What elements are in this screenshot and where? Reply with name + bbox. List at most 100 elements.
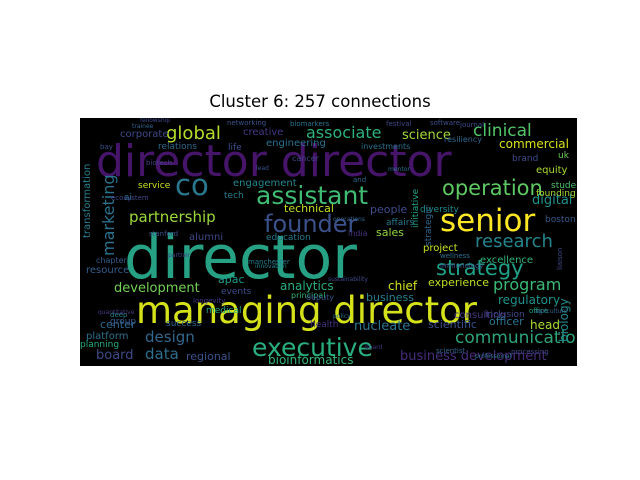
word-wellness: wellness: [440, 252, 470, 260]
word-diversity: diversity: [420, 205, 459, 215]
word-excellence: excellence: [480, 255, 533, 266]
word-science: science: [402, 128, 451, 143]
word-ai: ai: [124, 193, 132, 203]
word-officer: officer: [489, 315, 524, 328]
word-deep: deep: [110, 311, 128, 319]
word-senior: senior: [440, 203, 535, 239]
word-marketing: marketing: [99, 174, 118, 256]
word-health: health: [310, 320, 339, 330]
word-global: global: [166, 123, 221, 144]
word-biomarkers: biomarkers: [290, 120, 330, 128]
word-bay: bay: [100, 143, 113, 151]
word-innovation: innovation: [255, 263, 287, 270]
word-clinical: clinical: [473, 121, 532, 141]
word-principal: principal: [291, 291, 325, 300]
word-engagement: engagement: [233, 178, 297, 189]
word-head: head: [530, 318, 560, 332]
word-india: india: [348, 229, 368, 238]
word-equity: equity: [536, 165, 568, 176]
word-manchester: manchester: [248, 258, 290, 266]
word-transformation: transformation: [82, 164, 93, 238]
word-communication: communication: [455, 328, 577, 348]
word-biotech: biotech: [146, 159, 172, 167]
word-managing-director: managing director: [136, 289, 478, 332]
word-inclusion: inclusion: [485, 310, 525, 320]
word-project: project: [423, 243, 458, 254]
word-resource: resource: [86, 265, 129, 276]
word-ecosystem: ecosystem: [111, 194, 149, 202]
word-platform: platform: [86, 331, 129, 342]
word-bioinformatics: bioinformatics: [268, 353, 353, 366]
word-service: service: [138, 181, 171, 191]
word-sales: sales: [376, 226, 404, 239]
word-data: data: [145, 345, 179, 363]
word-journal: journal: [459, 121, 484, 129]
word-development: development: [114, 281, 200, 296]
word-apac: apac: [218, 273, 245, 286]
word-program: program: [493, 275, 561, 294]
word-student: student: [551, 181, 577, 191]
word-chief: chief: [388, 279, 418, 293]
word-regulatory: regulatory: [498, 293, 560, 307]
word-corporate: corporate: [120, 129, 169, 140]
word-liaison: liaison: [556, 248, 564, 271]
word-trainee: trainee: [132, 123, 154, 130]
word-longevity: longevity: [193, 297, 225, 305]
word-boston: boston: [545, 215, 576, 225]
word-success: success: [166, 319, 202, 329]
word-cancer: cancer: [292, 154, 320, 163]
word-founding: founding: [536, 189, 576, 199]
word-business-development: business development: [400, 349, 547, 364]
word-stanford: stanford: [149, 230, 178, 238]
figure-title: Cluster 6: 257 connections: [209, 92, 431, 111]
word-uk: uk: [558, 151, 570, 161]
word-cloud: director director director managing direct…: [80, 118, 577, 366]
word-associate: associate: [306, 123, 381, 142]
word-affairs: affairs: [386, 218, 414, 228]
word-cloud-canvas: director director director managing direct…: [80, 118, 577, 366]
word-strategic: strategic: [424, 206, 434, 246]
word-technical: technical: [284, 202, 334, 215]
word-partnership: partnership: [129, 208, 216, 226]
word-experience: experience: [428, 276, 489, 289]
word-engineering: engineering: [266, 138, 326, 149]
word-relations: relations: [158, 142, 197, 152]
word-center: center: [100, 318, 136, 331]
word-tech: tech: [224, 191, 244, 201]
word-processing: processing: [511, 348, 549, 356]
word-nucleate: nucleate: [354, 319, 410, 334]
word-investments: investments: [361, 142, 410, 151]
word-sustainability: sustainability: [328, 276, 368, 283]
word-life: life: [228, 143, 242, 153]
word-immunology: immunology: [440, 262, 484, 270]
word-agriculture: agriculture: [535, 308, 568, 315]
word-regional: regional: [186, 350, 231, 363]
word-initiative: initiative: [411, 188, 421, 228]
word-networking: networking: [227, 119, 266, 127]
word-scientific: scientific: [428, 318, 477, 331]
word-board: board: [365, 344, 383, 351]
word-director: director: [124, 223, 357, 293]
word-deputy: deputy: [306, 293, 334, 302]
word-medical: medical: [206, 306, 241, 316]
word-commercial: commercial: [499, 137, 569, 151]
word-operation: operation: [442, 176, 543, 200]
word-lead: lead: [256, 165, 269, 172]
word-professional: professional: [475, 353, 512, 360]
word-creative: creative: [243, 127, 283, 138]
word-fellowship: fellowship: [140, 118, 170, 124]
word-education: education: [266, 233, 311, 243]
word-mentor: mentor: [388, 166, 410, 173]
word-consulting: consulting: [454, 310, 506, 321]
word-board: board: [96, 348, 134, 363]
word-resiliency: resiliency: [444, 135, 482, 144]
word-operations: operations: [333, 216, 365, 223]
word-planning: planning: [80, 340, 119, 350]
word-scientist: scientist: [436, 347, 466, 355]
word-business: business: [366, 291, 414, 304]
word-chapter: chapter: [96, 256, 128, 265]
word-events: events: [221, 287, 252, 297]
word-assistant: assistant: [256, 181, 368, 210]
word-founder: founder: [264, 210, 358, 238]
word-office: office: [529, 307, 548, 315]
